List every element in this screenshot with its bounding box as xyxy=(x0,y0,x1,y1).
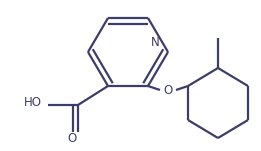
Text: O: O xyxy=(67,132,77,145)
Text: O: O xyxy=(163,84,173,96)
Text: N: N xyxy=(151,35,159,48)
Text: HO: HO xyxy=(24,96,42,109)
